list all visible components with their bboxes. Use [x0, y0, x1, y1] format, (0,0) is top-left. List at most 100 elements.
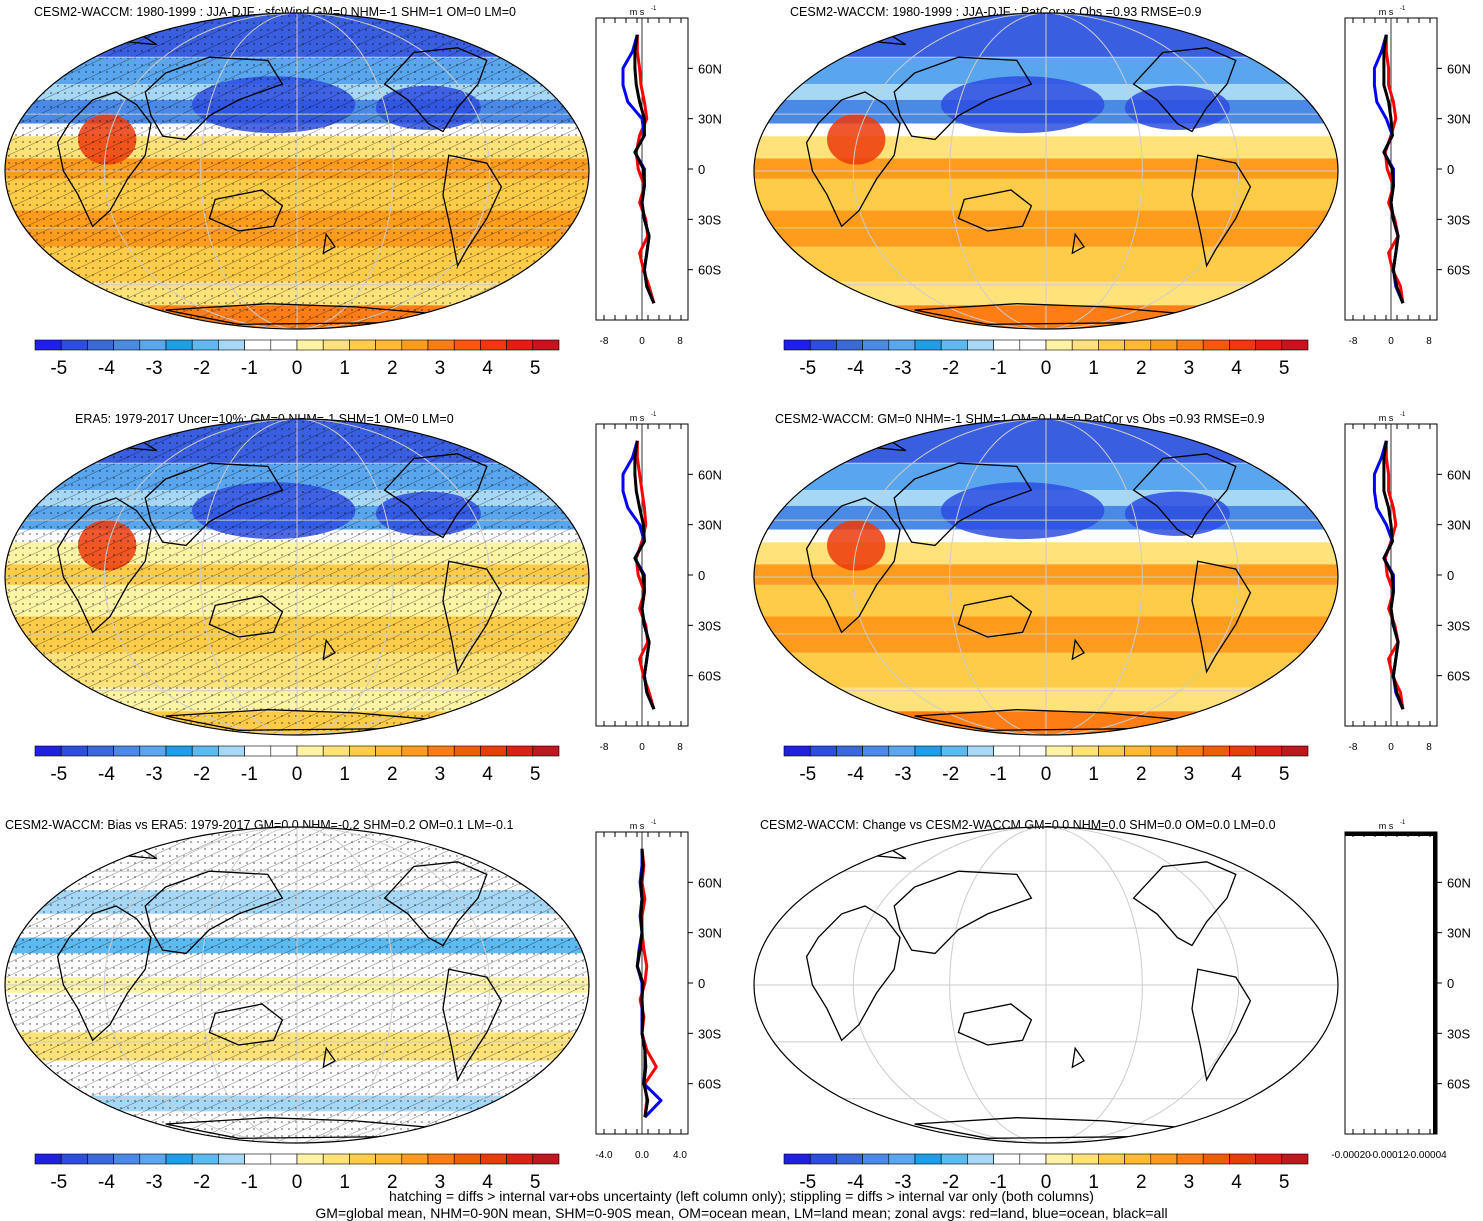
colorbar-tick-label: -4 — [847, 1172, 864, 1193]
colorbar-cell — [967, 339, 994, 351]
lon-gridline — [200, 827, 394, 1143]
colorbar-tick-label: 5 — [1279, 764, 1290, 785]
units-exponent: -1 — [1400, 6, 1406, 12]
colorbar-cell — [809, 1153, 837, 1165]
colorbar-tick-label: 0 — [292, 358, 303, 379]
colorbar-cell — [87, 339, 114, 351]
lat-tick-label: 60S — [698, 669, 721, 684]
zonal-plot-p6: 60N 30N 0 30S 60S -0.00020-0.00012-0.00004 m s… — [1331, 820, 1471, 1161]
coastline — [1071, 638, 1085, 661]
map-p4 — [753, 418, 1339, 736]
units-label: m s — [630, 7, 645, 17]
colorbar-cell — [191, 745, 219, 757]
zonal-x-tick-label: -8 — [1349, 336, 1358, 347]
colorbar-tick-label: -2 — [193, 764, 210, 785]
map-outline — [4, 12, 590, 330]
colorbar-cell — [940, 1153, 968, 1165]
colorbar-cell — [375, 745, 403, 757]
colorbar-tick-label: 0 — [1041, 358, 1052, 379]
colorbar-tick-label: 0 — [1041, 764, 1052, 785]
map-p6 — [753, 826, 1339, 1144]
land-profile-line — [1383, 440, 1405, 710]
coastline — [56, 91, 152, 228]
colorbar-cell — [1045, 339, 1073, 351]
colorbar-tick-label: -3 — [895, 1172, 912, 1193]
zonal-x-tick-label: -8 — [1349, 742, 1358, 753]
coastline — [144, 462, 284, 547]
zonal-plot-p1: 60N 30N 0 30S 60S -8 0 8 m s -1 — [595, 6, 722, 347]
colorbar-cell — [1019, 745, 1047, 757]
lat-tick-label: 30N — [1447, 926, 1471, 941]
colorbar-tick-label: -5 — [50, 1172, 67, 1193]
coastline — [442, 968, 503, 1082]
colorbar-cell — [783, 745, 811, 757]
colorbar-cell — [532, 745, 560, 757]
zonal-plot-p5: 60N 30N 0 30S 60S -4.0 0.0 4.0 m s -1 — [595, 820, 721, 1161]
colorbar-tick-label: -2 — [942, 764, 959, 785]
zonal-x-tick-label: 0.0 — [635, 1150, 649, 1161]
colorbar-tick-label: 1 — [339, 1172, 350, 1193]
coastline — [322, 1046, 336, 1069]
map-p1 — [4, 12, 590, 330]
units-label: m s — [630, 413, 645, 423]
lon-gridline — [949, 13, 1143, 329]
colorbar-cell — [1150, 339, 1178, 351]
lon-gridline — [949, 419, 1143, 735]
colorbar-tick-label: -3 — [146, 358, 163, 379]
colorbar-tick-label: 3 — [435, 764, 446, 785]
colorbar-cell — [270, 745, 298, 757]
lat-tick-label: 30S — [1447, 1026, 1470, 1041]
colorbar-cell — [506, 745, 534, 757]
colorbar-cell — [113, 339, 141, 351]
all-profile-line — [633, 440, 656, 710]
colorbar-p5: -5 -4 -3 -2 -1 0 1 2 3 4 5 — [34, 1153, 560, 1193]
colorbar-tick-label: 5 — [530, 358, 541, 379]
colorbar-tick-label: 2 — [387, 358, 398, 379]
colorbar-p2: -5 -4 -3 -2 -1 0 1 2 3 4 5 — [783, 339, 1309, 379]
lat-tick-label: 30N — [698, 112, 722, 127]
colorbar-cell — [113, 1153, 141, 1165]
colorbar-cell — [1176, 1153, 1204, 1165]
coastline — [1191, 560, 1252, 674]
north-atlantic-low — [1124, 491, 1230, 536]
coastline — [208, 595, 284, 638]
colorbar-tick-label: -5 — [799, 358, 816, 379]
footnote-line-2: GM=global mean, NHM=0-90N mean, SHM=0-90… — [315, 1205, 1168, 1221]
zonal-x-tick-label: 8 — [1426, 742, 1432, 753]
lon-gridline — [200, 419, 394, 735]
colorbar-cell — [1124, 745, 1152, 757]
units-label: m s — [630, 821, 645, 831]
zonal-frame — [1344, 831, 1438, 1135]
map-p2 — [753, 12, 1339, 330]
lat-tick-label: 60S — [1447, 1077, 1470, 1092]
zonal-x-tick-label: -0.00004 — [1407, 1150, 1447, 1161]
colorbar-p1: -5 -4 -3 -2 -1 0 1 2 3 4 5 — [34, 339, 560, 379]
colorbar-tick-label: 2 — [387, 764, 398, 785]
map-outline — [753, 12, 1339, 330]
indian-monsoon-high — [827, 114, 886, 165]
coastline — [144, 56, 284, 141]
colorbar-cell — [506, 339, 534, 351]
colorbar-cell — [967, 745, 994, 757]
all-profile-line — [1382, 34, 1405, 304]
panel-title-p1: CESM2-WACCM: 1980-1999 : JJA-DJF : sfcWi… — [34, 5, 516, 19]
colorbar-cell — [218, 1153, 245, 1165]
colorbar-cell — [270, 339, 298, 351]
colorbar-tick-label: 2 — [1136, 358, 1147, 379]
colorbar-cell — [1202, 745, 1230, 757]
colorbar-tick-label: -1 — [241, 358, 258, 379]
colorbar-cell — [244, 1153, 272, 1165]
colorbar-cell — [218, 745, 245, 757]
coastline — [957, 1003, 1033, 1046]
colorbar-cell — [322, 339, 350, 351]
colorbar-tick-label: 2 — [1136, 1172, 1147, 1193]
colorbar-cell — [139, 745, 167, 757]
map-outline — [4, 418, 590, 736]
zonal-x-tick-label: 0 — [1388, 742, 1394, 753]
colorbar-cell — [165, 1153, 193, 1165]
lat-tick-label: 60S — [698, 1077, 721, 1092]
colorbar-cell — [1281, 339, 1309, 351]
colorbar-tick-label: -3 — [146, 1172, 163, 1193]
colorbar-tick-label: 3 — [435, 358, 446, 379]
